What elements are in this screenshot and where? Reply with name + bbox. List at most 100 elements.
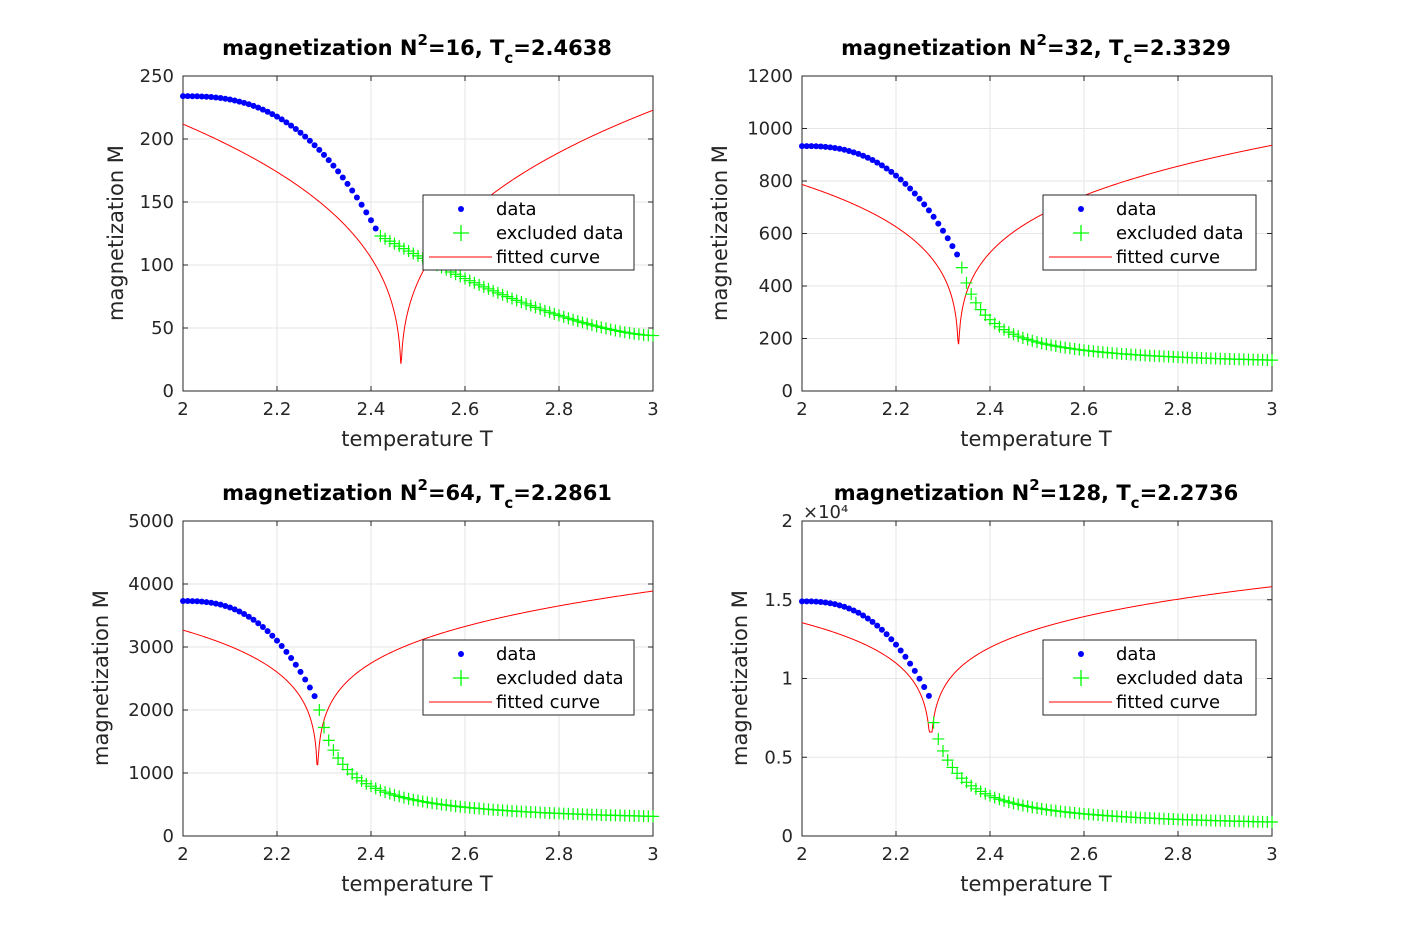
excluded-point bbox=[1026, 334, 1039, 347]
data-point bbox=[878, 162, 885, 169]
excluded-point bbox=[998, 794, 1011, 807]
data-point bbox=[878, 626, 885, 633]
excluded-point bbox=[965, 779, 978, 792]
excluded-point bbox=[426, 797, 439, 810]
data-point bbox=[217, 601, 224, 608]
y-tick-label: 1200 bbox=[747, 66, 793, 87]
excluded-point bbox=[407, 793, 420, 806]
data-point bbox=[855, 609, 862, 616]
x-tick-label: 3 bbox=[647, 844, 658, 865]
data-point bbox=[817, 598, 824, 605]
excluded-point bbox=[969, 296, 982, 309]
excluded-point bbox=[350, 771, 363, 784]
excluded-point bbox=[327, 744, 340, 757]
data-point bbox=[954, 251, 961, 258]
excluded-point bbox=[1021, 333, 1034, 346]
data-point bbox=[231, 97, 238, 104]
y-axis-label: magnetization M bbox=[89, 590, 113, 766]
excluded-point bbox=[1266, 354, 1278, 367]
data-point bbox=[893, 172, 899, 179]
data-point bbox=[864, 615, 871, 622]
data-point bbox=[189, 598, 196, 605]
data-point bbox=[353, 194, 360, 201]
excluded-point bbox=[336, 758, 349, 771]
data-point bbox=[850, 607, 857, 614]
legend-fit-label: fitted curve bbox=[1116, 247, 1220, 268]
excluded-point bbox=[562, 312, 575, 325]
data-point bbox=[194, 598, 201, 605]
excluded-point bbox=[993, 793, 1006, 806]
data-point bbox=[189, 93, 196, 100]
data-point bbox=[813, 598, 820, 605]
y-axis-label: magnetization M bbox=[708, 145, 732, 321]
excluded-point bbox=[946, 761, 959, 774]
data-point bbox=[846, 605, 852, 612]
excluded-point bbox=[927, 716, 940, 729]
excluded-point bbox=[979, 787, 992, 800]
legend-data-label: data bbox=[496, 199, 537, 220]
legend-data-label: data bbox=[496, 644, 537, 665]
y-tick-label: 800 bbox=[759, 171, 793, 192]
excluded-point bbox=[628, 327, 641, 340]
legend-excluded-marker bbox=[453, 670, 469, 686]
panel-n2-32: magnetization N2=32, Tc=2.3329 2 2.2 2.4 2.… bbox=[708, 31, 1278, 451]
data-point bbox=[349, 187, 356, 194]
legend-data-marker bbox=[1078, 206, 1084, 212]
panel-n2-16: magnetization N2=16, Tc=2.4638 2 2.2 2.4 2.… bbox=[104, 31, 659, 451]
excluded-point bbox=[998, 323, 1011, 336]
data-point bbox=[180, 598, 186, 605]
legend-excluded-label: excluded data bbox=[1116, 223, 1244, 244]
legend-excluded-label: excluded data bbox=[1116, 668, 1244, 689]
data-point bbox=[864, 154, 871, 161]
x-axis-label: temperature T bbox=[960, 427, 1112, 451]
fitted-curve-line bbox=[182, 590, 654, 766]
y-tick-label: 0 bbox=[163, 826, 174, 847]
y-tick-label: 0.5 bbox=[764, 747, 793, 768]
excluded-point bbox=[1007, 797, 1020, 810]
data-point bbox=[372, 225, 379, 232]
excluded-point bbox=[397, 791, 410, 804]
y-tick-label: 50 bbox=[151, 318, 174, 339]
excluded-point bbox=[543, 306, 556, 319]
excluded-point bbox=[1016, 331, 1029, 344]
data-point bbox=[808, 598, 815, 605]
data-point bbox=[921, 683, 928, 690]
legend-excluded-marker bbox=[453, 225, 469, 241]
y-tick-label: 1.5 bbox=[764, 590, 793, 611]
excluded-point bbox=[647, 329, 659, 342]
panel-title: magnetization N2=16, Tc=2.4638 bbox=[222, 31, 612, 67]
data-point bbox=[231, 606, 238, 613]
data-point bbox=[302, 676, 309, 683]
excluded-point bbox=[383, 787, 396, 800]
excluded-point bbox=[1021, 800, 1034, 813]
excluded-point bbox=[595, 321, 608, 334]
data-point bbox=[335, 168, 342, 175]
x-tick-label: 2 bbox=[177, 844, 188, 865]
data-point bbox=[222, 602, 229, 609]
data-point bbox=[813, 143, 820, 150]
data-point bbox=[940, 227, 946, 234]
data-point bbox=[827, 600, 834, 607]
data-point bbox=[869, 618, 876, 625]
legend-excluded-label: excluded data bbox=[496, 223, 624, 244]
data-point bbox=[203, 93, 210, 100]
legend-excluded-label: excluded data bbox=[496, 668, 624, 689]
excluded-point bbox=[365, 780, 377, 793]
data-point bbox=[241, 99, 248, 106]
x-tick-label: 2.8 bbox=[1164, 399, 1193, 420]
data-point bbox=[808, 143, 815, 150]
fitted-curve-line bbox=[801, 144, 1273, 345]
data-point bbox=[363, 209, 370, 216]
excluded-point bbox=[313, 704, 326, 716]
excluded-point bbox=[1040, 803, 1053, 816]
excluded-point bbox=[379, 232, 392, 245]
legend-data-marker bbox=[1078, 651, 1084, 657]
excluded-point bbox=[1035, 337, 1048, 350]
excluded-point bbox=[1012, 798, 1025, 811]
excluded-point bbox=[383, 235, 396, 248]
excluded-point bbox=[435, 798, 448, 811]
data-point bbox=[855, 150, 862, 157]
x-tick-label: 2.6 bbox=[451, 399, 480, 420]
excluded-point bbox=[941, 754, 954, 767]
y-tick-label: 100 bbox=[140, 255, 174, 276]
